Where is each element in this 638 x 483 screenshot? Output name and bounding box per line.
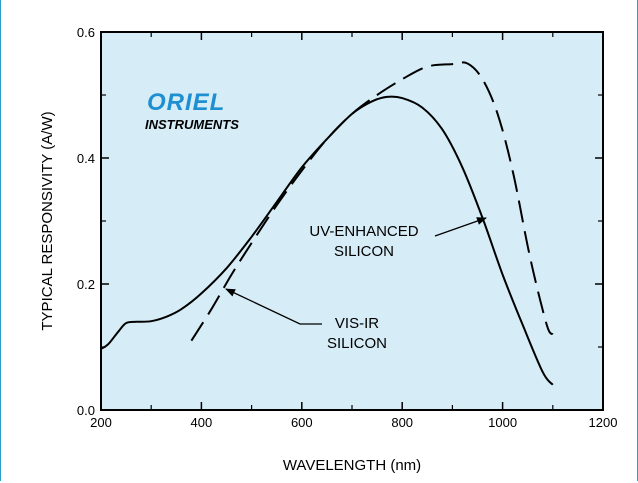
logo-subtitle: INSTRUMENTS xyxy=(145,117,239,132)
annotations: UV-ENHANCED SILICON VIS-IR SILICON xyxy=(225,217,487,352)
tick-labels: 200 400 600 800 1000 1200 0.0 0.2 0.4 0.6 xyxy=(77,25,618,430)
uv-enhanced-label-line2: SILICON xyxy=(334,243,394,260)
x-tick-label: 200 xyxy=(90,415,112,430)
uv-enhanced-silicon-line xyxy=(100,95,554,386)
x-tick-label: 400 xyxy=(191,415,213,430)
x-tick-label: 600 xyxy=(291,415,313,430)
y-axis-title: TYPICAL RESPONSIVITY (A/W) xyxy=(39,111,56,330)
uv-enhanced-label-line1: UV-ENHANCED xyxy=(309,223,418,240)
x-tick-label: 1000 xyxy=(488,415,517,430)
plot-area xyxy=(100,31,604,411)
oriel-logo: ORIEL INSTRUMENTS xyxy=(145,89,239,132)
logo-brand: ORIEL xyxy=(147,89,225,116)
axis-ticks xyxy=(100,31,604,411)
vis-ir-label-line2: SILICON xyxy=(327,335,387,352)
series-lines xyxy=(100,61,554,386)
uv-enhanced-arrow xyxy=(434,217,487,237)
vis-ir-arrow xyxy=(225,288,322,325)
vis-ir-label-line1: VIS-IR xyxy=(335,315,379,332)
vis-ir-silicon-line xyxy=(190,61,554,342)
y-tick-label: 0.6 xyxy=(77,25,95,40)
x-tick-label: 800 xyxy=(391,415,413,430)
y-tick-label: 0.0 xyxy=(77,403,95,418)
x-tick-label: 1200 xyxy=(589,415,618,430)
x-axis-title: WAVELENGTH (nm) xyxy=(283,457,421,474)
y-tick-label: 0.2 xyxy=(77,277,95,292)
y-tick-label: 0.4 xyxy=(77,151,95,166)
